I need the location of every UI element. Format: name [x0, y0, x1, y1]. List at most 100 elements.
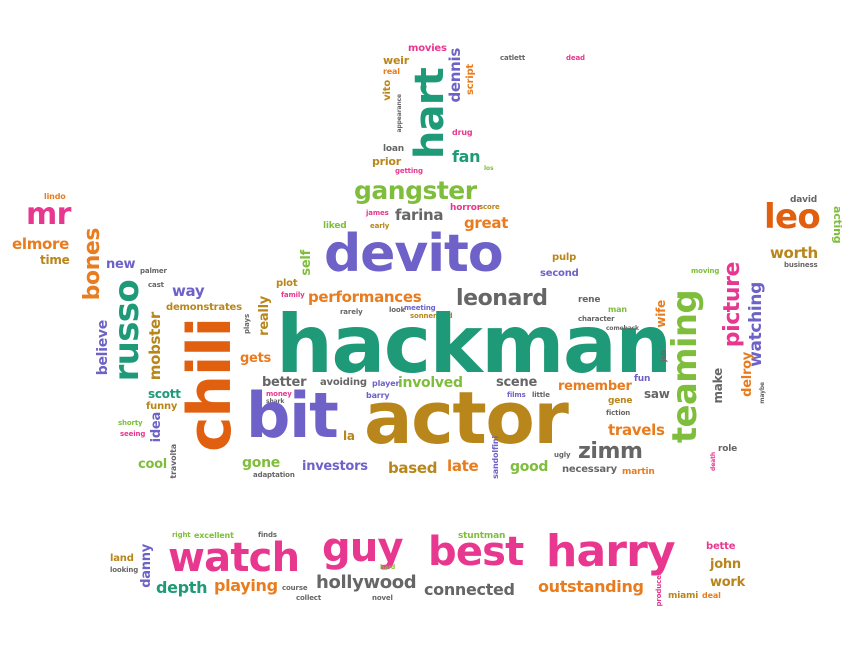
word-collect: collect [296, 594, 322, 602]
word-player: player [372, 379, 400, 388]
word-outstanding: outstanding [538, 577, 644, 596]
word-finds: finds [258, 531, 277, 539]
word-actor: actor [364, 376, 569, 460]
word-late: late [447, 457, 479, 475]
word-avoiding: avoiding [320, 377, 367, 388]
word-score: score [479, 203, 500, 211]
word-script: script [465, 64, 476, 95]
word-cast: cast [148, 281, 164, 289]
word-work: work [710, 575, 745, 590]
word-john: john [710, 557, 741, 572]
word-dead: dead [566, 54, 585, 62]
word-family: family [281, 291, 305, 299]
word-little: little [532, 391, 550, 399]
word-gone: gone [242, 455, 280, 471]
word-demonstrates: demonstrates [166, 302, 242, 313]
word-seeing: seeing [120, 430, 146, 438]
word-bette: bette [706, 541, 736, 552]
word-hackman: hackman [276, 298, 672, 391]
word-rarely: rarely [340, 308, 363, 316]
word-guy: guy [322, 525, 404, 571]
word-shark: shark [266, 398, 285, 405]
word-plot: plot [276, 278, 298, 289]
word-loan: loan [383, 144, 405, 154]
word-fun: fun [634, 374, 651, 384]
word-danny: danny [139, 544, 154, 588]
word-time: time [40, 253, 70, 267]
word-character: character [578, 315, 615, 323]
word-appearance: appearance [396, 94, 403, 133]
word-acting: acting [831, 206, 844, 244]
word-looking: looking [110, 566, 139, 574]
word-really: really [257, 296, 272, 336]
word-cool: cool [138, 457, 167, 472]
word-catlett: catlett [500, 54, 526, 62]
word-ugly: ugly [554, 451, 571, 459]
word-drug: drug [452, 128, 473, 137]
word-sonnenfeld: sonnenfeld [410, 312, 453, 320]
word-movies: movies [408, 43, 447, 54]
word-sandolfini: sandolfini [491, 436, 500, 479]
word-adaptation: adaptation [253, 471, 295, 479]
word-pulp: pulp [552, 252, 577, 263]
word-man: man [608, 305, 627, 314]
word-gangster: gangster [354, 176, 477, 205]
word-liked: liked [323, 221, 347, 231]
word-idea: idea [149, 412, 164, 443]
word-maybe: maybe [759, 382, 766, 404]
word-miami: miami [668, 591, 699, 601]
word-moving: moving [691, 267, 720, 275]
word-money: money [266, 390, 292, 398]
word-weir: weir [383, 54, 409, 67]
word-hard: hard [380, 564, 396, 571]
word-mr: mr [26, 197, 71, 232]
word-teaming: teaming [665, 290, 705, 444]
word-scene: scene [496, 375, 538, 390]
word-connected: connected [424, 580, 515, 599]
word-worth: worth [770, 244, 818, 262]
word-great: great [464, 214, 509, 232]
word-films: films [507, 391, 526, 399]
word-harry: harry [546, 526, 676, 577]
word-remember: remember [558, 379, 632, 394]
word-performances: performances [308, 288, 422, 306]
word-land: land [110, 553, 134, 564]
word-new: new [106, 257, 136, 272]
word-la: la [343, 429, 355, 443]
word-farina: farina [395, 206, 444, 224]
word-fiction: fiction [606, 409, 631, 417]
word-travolta: travolta [169, 444, 178, 479]
word-look: look [389, 306, 406, 314]
word-scott: scott [148, 387, 181, 401]
word-investors: investors [302, 459, 368, 474]
word-gets: gets [240, 351, 272, 366]
word-vito: vito [382, 80, 393, 101]
word-hollywood: hollywood [316, 572, 417, 593]
word-death: death [710, 452, 717, 471]
word-leo: leo [764, 197, 821, 237]
word-stuntman: stuntman [458, 531, 506, 541]
word-business: business [784, 261, 818, 269]
word-real: real [383, 67, 400, 76]
word-novel: novel [372, 594, 393, 602]
word-lindo: lindo [44, 192, 66, 201]
word-meeting: meeting [404, 304, 436, 312]
word-early: early [370, 222, 390, 230]
word-shorty: shorty [118, 419, 143, 427]
word-zimm: zimm [578, 439, 643, 464]
word-self: self [299, 250, 314, 276]
word-picture: picture [720, 262, 745, 348]
word-bones: bones [80, 228, 105, 301]
word-gene: gene [608, 396, 633, 406]
word-second: second [540, 268, 579, 279]
word-mobster: mobster [146, 312, 164, 381]
word-funny: funny [146, 401, 178, 412]
word-james: james [366, 209, 389, 217]
word-right: right [172, 531, 191, 539]
word-way: way [172, 282, 205, 300]
word-elmore: elmore [12, 235, 70, 253]
word-wife: wife [654, 300, 668, 328]
word-based: based [388, 459, 438, 477]
word-horror: horror [450, 203, 482, 213]
